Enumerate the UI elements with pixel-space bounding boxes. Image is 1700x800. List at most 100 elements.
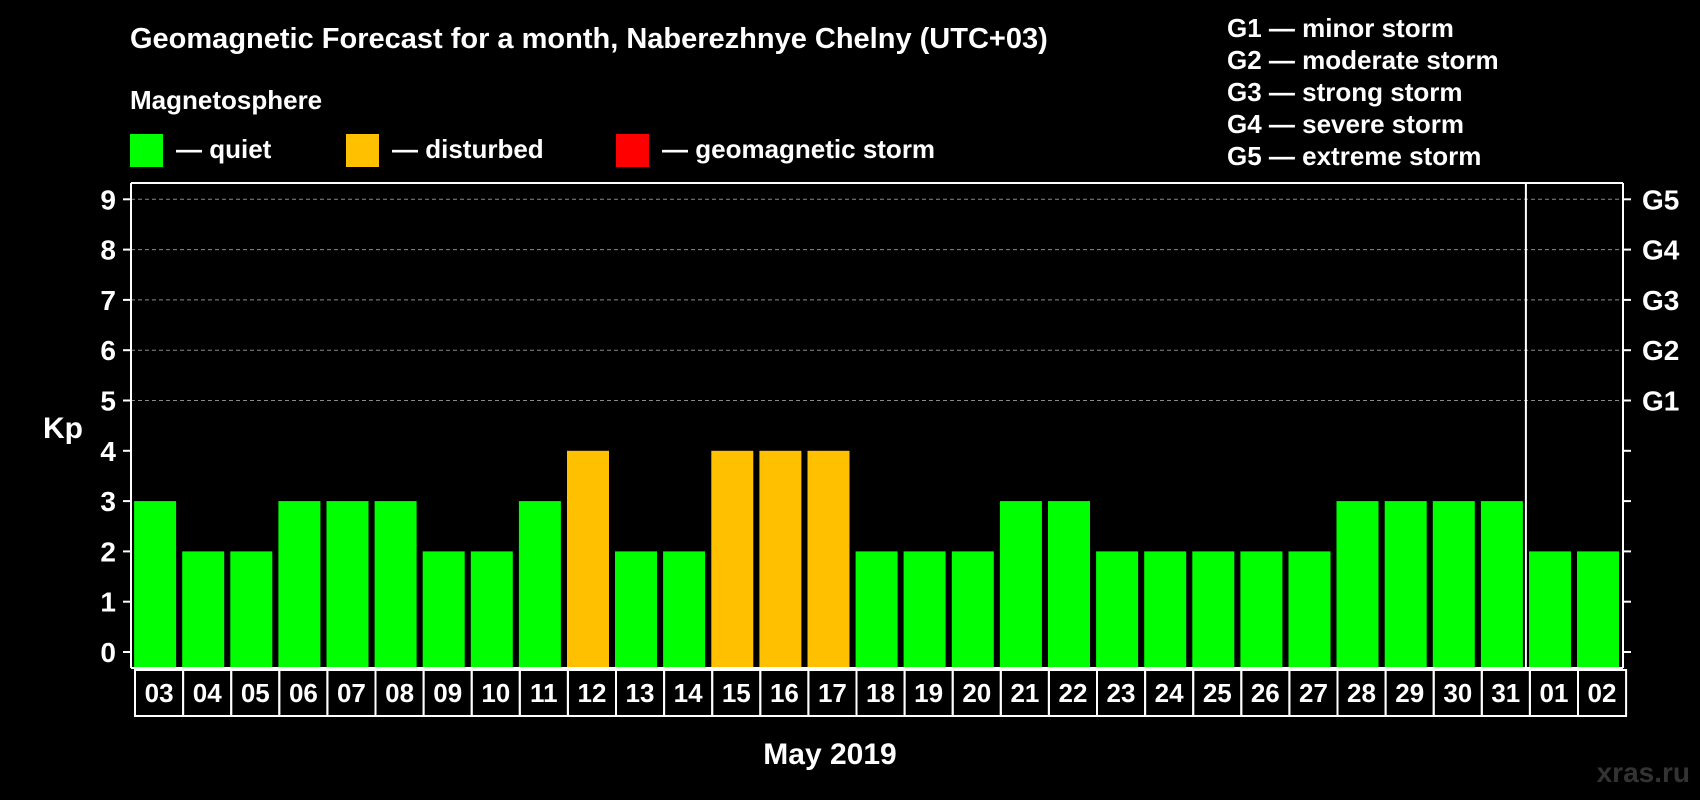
day-label-30: 30: [1443, 678, 1472, 708]
y-tick-label-0: 0: [100, 637, 116, 668]
day-label-15: 15: [722, 678, 751, 708]
day-box-02: [1577, 669, 1628, 717]
bar-20: [951, 551, 994, 668]
bar-12: [567, 450, 609, 668]
legend-swatch-0: [130, 134, 163, 167]
day-label-19: 19: [914, 678, 943, 708]
storm-axis: G1 G2 G3 G4 G5: [1623, 184, 1680, 653]
legend-label-2: — geomagnetic storm: [662, 134, 935, 164]
x-axis-day-labels: 03 04 05 06 07 08 09 10 11 12 13 14 15 16 17 18 19 20 21 22…: [134, 669, 1628, 717]
bar-03: [134, 501, 177, 668]
y-tick-label-9: 9: [100, 184, 116, 215]
storm-scale-item-2: G3 — strong storm: [1227, 77, 1462, 107]
chart-title: Geomagnetic Forecast for a month, Nabere…: [130, 23, 1048, 55]
day-label-01: 01: [1540, 678, 1569, 708]
storm-axis-label-G1: G1: [1642, 386, 1679, 417]
bar-01: [1529, 551, 1571, 668]
legend-label-1: — disturbed: [392, 134, 544, 164]
bar-06: [278, 501, 321, 668]
storm-axis-label-G5: G5: [1642, 184, 1679, 215]
y-axis: 0 1 2 3 4 5 6 7 8 9: [100, 184, 131, 668]
bar-23: [1096, 551, 1139, 668]
bar-24: [1144, 551, 1187, 668]
legend-swatch-1: [346, 134, 379, 167]
x-axis-label: May 2019: [763, 738, 896, 771]
bar-02: [1577, 551, 1619, 668]
day-label-28: 28: [1347, 678, 1376, 708]
y-tick-label-1: 1: [100, 587, 116, 618]
day-label-17: 17: [818, 678, 847, 708]
bar-14: [663, 551, 706, 668]
day-label-24: 24: [1155, 678, 1184, 708]
bar-15: [711, 450, 754, 668]
y-tick-label-3: 3: [100, 486, 116, 517]
day-label-16: 16: [770, 678, 799, 708]
bar-16: [759, 450, 802, 668]
bar-05: [230, 551, 273, 668]
day-label-14: 14: [674, 678, 703, 708]
day-label-29: 29: [1395, 678, 1424, 708]
bar-27: [1288, 551, 1331, 668]
magnetosphere-label: Magnetosphere: [130, 85, 322, 115]
bar-28: [1336, 501, 1379, 668]
bar-11: [518, 501, 561, 668]
credit: xras.ru: [1597, 757, 1690, 788]
day-label-08: 08: [385, 678, 414, 708]
storm-scale-item-3: G4 — severe storm: [1227, 109, 1464, 139]
bar-30: [1432, 501, 1475, 668]
y-tick-label-6: 6: [100, 335, 116, 366]
day-label-04: 04: [193, 678, 222, 708]
day-label-23: 23: [1107, 678, 1136, 708]
bar-04: [182, 551, 225, 668]
day-label-12: 12: [578, 678, 607, 708]
storm-scale-item-4: G5 — extreme storm: [1227, 141, 1481, 171]
day-label-06: 06: [289, 678, 318, 708]
bar-19: [903, 551, 946, 668]
day-label-11: 11: [530, 678, 558, 708]
bar-18: [855, 551, 898, 668]
storm-axis-label-G4: G4: [1642, 235, 1680, 266]
day-label-05: 05: [241, 678, 270, 708]
bar-31: [1480, 501, 1523, 668]
day-label-31: 31: [1491, 678, 1520, 708]
bar-22: [1048, 501, 1090, 668]
day-label-22: 22: [1059, 678, 1088, 708]
storm-scale-item-1: G2 — moderate storm: [1227, 45, 1499, 75]
bar-21: [999, 501, 1042, 668]
day-label-26: 26: [1251, 678, 1280, 708]
day-label-25: 25: [1203, 678, 1232, 708]
bar-07: [326, 501, 369, 668]
day-label-27: 27: [1299, 678, 1328, 708]
y-tick-label-2: 2: [100, 536, 116, 567]
y-tick-label-4: 4: [100, 436, 116, 467]
day-label-13: 13: [626, 678, 655, 708]
day-label-21: 21: [1010, 678, 1039, 708]
storm-axis-label-G2: G2: [1642, 335, 1679, 366]
storm-scale-item-0: G1 — minor storm: [1227, 13, 1454, 43]
bar-09: [422, 551, 465, 668]
plot-frame: [130, 182, 1624, 669]
legend: — quiet — disturbed — geomagnetic storm: [130, 134, 935, 167]
legend-swatch-2: [616, 134, 649, 167]
bars: [134, 450, 1619, 668]
bar-29: [1384, 501, 1427, 668]
storm-axis-label-G3: G3: [1642, 285, 1679, 316]
y-tick-label-7: 7: [100, 285, 116, 316]
y-tick-label-8: 8: [100, 235, 116, 266]
bar-08: [374, 501, 417, 668]
day-label-18: 18: [866, 678, 895, 708]
day-label-20: 20: [962, 678, 991, 708]
day-label-09: 09: [433, 678, 462, 708]
bar-10: [470, 551, 513, 668]
bar-25: [1192, 551, 1235, 668]
bar-26: [1240, 551, 1283, 668]
day-label-02: 02: [1588, 678, 1617, 708]
legend-label-0: — quiet: [176, 134, 272, 164]
bar-17: [807, 450, 850, 668]
bar-13: [615, 551, 657, 668]
y-tick-label-5: 5: [100, 386, 116, 417]
grid-lines: [131, 198, 1623, 401]
day-label-03: 03: [145, 678, 174, 708]
